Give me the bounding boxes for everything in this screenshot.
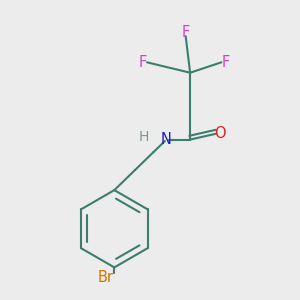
Text: Br: Br (98, 270, 113, 285)
Text: F: F (138, 55, 147, 70)
Text: H: H (139, 130, 149, 144)
Text: N: N (161, 132, 172, 147)
Text: F: F (222, 55, 230, 70)
Text: F: F (182, 25, 190, 40)
Text: O: O (214, 126, 226, 141)
